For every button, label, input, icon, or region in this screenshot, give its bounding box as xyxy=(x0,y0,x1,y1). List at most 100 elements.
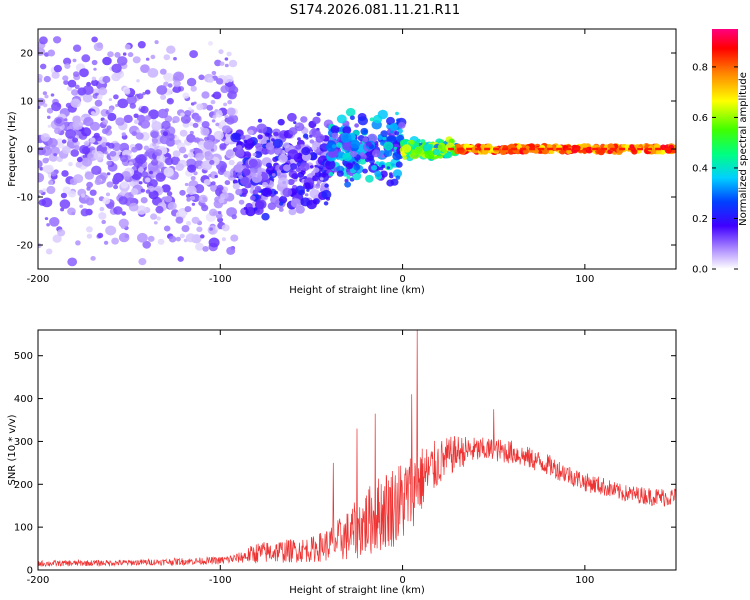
heatmap-cell xyxy=(201,121,210,129)
heatmap-cell xyxy=(42,91,48,96)
heatmap-cell xyxy=(136,93,144,100)
heatmap-cell xyxy=(212,114,217,119)
heatmap-cell xyxy=(180,112,185,117)
heatmap-cell xyxy=(161,120,171,130)
y-tick-label: 10 xyxy=(20,97,33,108)
heatmap-cell xyxy=(172,150,181,158)
heatmap-cell xyxy=(55,118,62,124)
heatmap-cell xyxy=(105,225,117,236)
heatmap-cell xyxy=(147,68,159,78)
heatmap-cell xyxy=(64,63,71,69)
heatmap-cell xyxy=(380,170,388,178)
heatmap-cell xyxy=(234,163,245,173)
heatmap-cell xyxy=(313,167,320,173)
heatmap-cell xyxy=(369,117,375,122)
heatmap-cell xyxy=(328,171,334,177)
heatmap-cell xyxy=(209,208,218,217)
heatmap-cell xyxy=(230,132,242,143)
heatmap-cell xyxy=(209,159,215,165)
heatmap-cell xyxy=(179,129,188,137)
heatmap-cell xyxy=(437,143,446,150)
colorbar-tick-label: 0.2 xyxy=(692,214,708,225)
heatmap-cell xyxy=(147,235,155,242)
colorbar-tick-label: 0.4 xyxy=(692,163,708,174)
heatmap-cell xyxy=(395,111,399,116)
heatmap-cell xyxy=(303,133,309,139)
heatmap-cell xyxy=(311,129,321,138)
heatmap-cell xyxy=(206,104,214,111)
heatmap-cell xyxy=(365,157,370,163)
heatmap-cell xyxy=(131,146,138,153)
heatmap-cell xyxy=(345,162,354,170)
heatmap-cell xyxy=(106,160,112,166)
heatmap-cell xyxy=(242,168,251,176)
heatmap-cell xyxy=(331,144,337,149)
heatmap-cell xyxy=(105,142,111,147)
heatmap-cell xyxy=(66,86,73,92)
heatmap-cell xyxy=(257,146,263,152)
heatmap-cell xyxy=(82,154,87,159)
heatmap-cell xyxy=(198,194,208,204)
heatmap-cell xyxy=(262,187,273,197)
heatmap-cell xyxy=(311,145,317,151)
heatmap-cell xyxy=(156,154,166,163)
heatmap-cell xyxy=(224,57,229,61)
heatmap-cell xyxy=(123,114,133,124)
heatmap-cell xyxy=(133,119,140,125)
heatmap-cell xyxy=(46,185,56,195)
spectrogram-y-label: Frequency (Hz) xyxy=(7,111,18,187)
heatmap-cell xyxy=(131,131,137,137)
heatmap-cell xyxy=(330,125,340,134)
heatmap-cell xyxy=(304,193,309,197)
heatmap-cell xyxy=(252,152,257,157)
heatmap-cell xyxy=(344,181,351,188)
heatmap-cell xyxy=(84,171,95,180)
heatmap-cell xyxy=(140,119,151,129)
heatmap-cell xyxy=(324,160,336,170)
heatmap-cell xyxy=(65,129,76,139)
heatmap-cell xyxy=(155,172,166,182)
heatmap-cell xyxy=(191,216,200,224)
heatmap-cell xyxy=(293,121,297,125)
heatmap-cell xyxy=(132,56,141,64)
heatmap-cell xyxy=(231,214,237,220)
heatmap-cell xyxy=(113,94,119,100)
heatmap-cell xyxy=(241,192,247,197)
heatmap-cell xyxy=(200,234,205,239)
heatmap-cell xyxy=(455,143,462,149)
heatmap-cell xyxy=(345,107,356,117)
heatmap-cell xyxy=(94,99,103,107)
heatmap-cell xyxy=(97,94,103,100)
heatmap-cell xyxy=(223,170,231,178)
heatmap-cell xyxy=(224,180,231,186)
heatmap-cell xyxy=(309,165,314,169)
heatmap-cell xyxy=(115,117,125,126)
heatmap-cell xyxy=(45,164,54,173)
heatmap-cell xyxy=(175,216,184,224)
heatmap-cell xyxy=(79,204,84,208)
heatmap-cell xyxy=(389,172,393,176)
heatmap-cell xyxy=(80,193,86,198)
heatmap-cell xyxy=(68,190,76,198)
heatmap-cell xyxy=(38,189,44,194)
heatmap-cell xyxy=(83,117,94,127)
heatmap-cell xyxy=(51,102,62,112)
y-tick-label: 500 xyxy=(14,351,33,362)
heatmap-cell xyxy=(402,155,408,160)
heatmap-cell xyxy=(386,166,391,170)
heatmap-cell xyxy=(73,44,82,52)
heatmap-cell xyxy=(371,165,378,171)
heatmap-cell xyxy=(63,118,68,122)
heatmap-cell xyxy=(213,130,224,141)
heatmap-cell xyxy=(138,258,147,266)
heatmap-cell xyxy=(73,174,84,184)
heatmap-cell xyxy=(156,216,161,221)
heatmap-cell xyxy=(62,75,69,81)
heatmap-cell xyxy=(202,246,209,252)
heatmap-cell xyxy=(377,135,383,141)
heatmap-cell xyxy=(166,45,176,54)
heatmap-cell xyxy=(208,174,212,178)
heatmap-cell xyxy=(47,124,52,128)
heatmap-cell xyxy=(163,72,174,82)
heatmap-cell xyxy=(211,181,216,186)
